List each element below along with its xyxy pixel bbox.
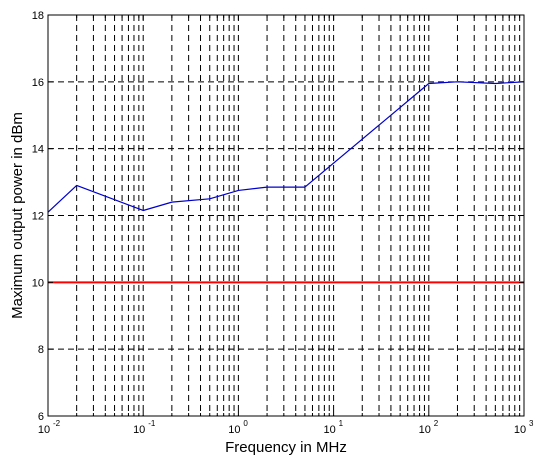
x-tick-label: 10 bbox=[419, 424, 431, 436]
x-tick-exponent: 3 bbox=[529, 419, 534, 428]
y-tick-label: 16 bbox=[32, 77, 44, 89]
x-tick-exponent: 2 bbox=[434, 419, 439, 428]
x-tick-exponent: 0 bbox=[243, 419, 248, 428]
x-tick-label: 10 bbox=[133, 424, 145, 436]
x-tick-label: 10 bbox=[323, 424, 335, 436]
x-axis-label: Frequency in MHz bbox=[225, 439, 347, 455]
y-tick-label: 12 bbox=[32, 211, 44, 223]
y-tick-label: 6 bbox=[38, 411, 44, 423]
ticks bbox=[47, 14, 525, 417]
data-line-blue bbox=[47, 81, 525, 213]
y-tick-label: 18 bbox=[32, 10, 44, 22]
y-tick-label: 8 bbox=[38, 344, 44, 356]
grid bbox=[47, 14, 525, 417]
series-layer bbox=[47, 81, 525, 284]
x-tick-exponent: 1 bbox=[339, 419, 344, 428]
y-tick-label: 10 bbox=[32, 277, 44, 289]
x-tick-exponent: -1 bbox=[148, 419, 156, 428]
y-axis-label: Maximum output power in dBm bbox=[9, 112, 26, 319]
x-tick-label: 10 bbox=[38, 424, 50, 436]
x-tick-exponent: -2 bbox=[53, 419, 61, 428]
y-tick-label: 14 bbox=[32, 144, 44, 156]
x-tick-label: 10 bbox=[514, 424, 526, 436]
x-tick-label: 10 bbox=[228, 424, 240, 436]
